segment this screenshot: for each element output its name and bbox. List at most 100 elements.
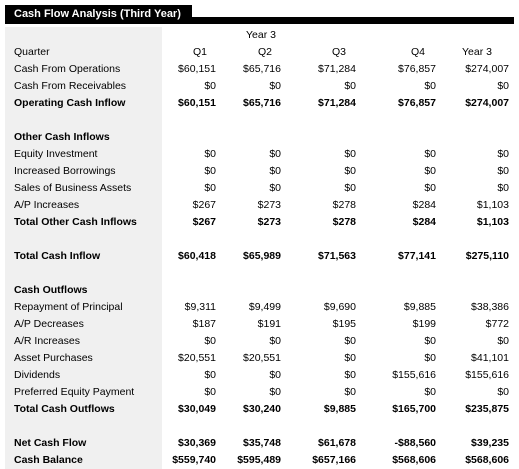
table-row: Total Cash Outflows $30,049 $30,240 $9,885 $… — [5, 401, 514, 418]
row-value: $20,551 — [243, 352, 281, 364]
row-value: $274,007 — [465, 63, 509, 75]
row-value: $165,700 — [392, 403, 436, 415]
row-value: $267 — [192, 199, 216, 211]
row-value: $0 — [344, 165, 356, 177]
row-value: $568,606 — [465, 454, 509, 466]
row-value: $61,678 — [318, 437, 356, 449]
row-value: $0 — [204, 80, 216, 92]
row-value: $187 — [192, 318, 216, 330]
row-label: Asset Purchases — [14, 352, 93, 364]
row-value: $0 — [424, 80, 436, 92]
table-row: A/P Increases $267 $273 $278 $284 $1,103 — [5, 197, 514, 214]
row-value: $275,110 — [465, 250, 509, 262]
row-value: $284 — [412, 199, 436, 211]
row-value: $0 — [424, 148, 436, 160]
quarter-label: Quarter — [14, 46, 50, 58]
row-value: $9,499 — [248, 301, 281, 313]
row-value: $76,857 — [398, 63, 436, 75]
row-value: $0 — [424, 182, 436, 194]
table-row: Preferred Equity Payment $0 $0 $0 $0 $0 — [5, 384, 514, 401]
row-value: $9,885 — [403, 301, 436, 313]
row-value: $0 — [497, 335, 509, 347]
row-value: $1,103 — [476, 216, 509, 228]
row-value: $0 — [204, 335, 216, 347]
row-value: $0 — [204, 148, 216, 160]
row-value: $155,616 — [392, 369, 436, 381]
row-value: $568,606 — [392, 454, 436, 466]
row-label: Repayment of Principal — [14, 301, 123, 313]
row-value: $30,369 — [178, 437, 216, 449]
row-value: $191 — [257, 318, 281, 330]
row-value: $0 — [344, 148, 356, 160]
row-label: Cash Outflows — [14, 284, 88, 296]
row-label: Cash From Operations — [14, 63, 121, 75]
spacer-row — [5, 265, 514, 282]
row-value: $1,103 — [476, 199, 509, 211]
row-value: $0 — [269, 80, 281, 92]
row-value: $0 — [344, 369, 356, 381]
row-value: $0 — [497, 165, 509, 177]
row-value: $9,690 — [323, 301, 356, 313]
row-value: -$88,560 — [394, 437, 436, 449]
row-value: $71,284 — [318, 63, 356, 75]
row-value: $30,240 — [243, 403, 281, 415]
row-label: Dividends — [14, 369, 61, 381]
row-value: $274,007 — [465, 97, 509, 109]
row-value: $0 — [204, 386, 216, 398]
table-row: Cash From Operations $60,151 $65,716 $71,28… — [5, 61, 514, 78]
row-value: $0 — [497, 386, 509, 398]
table-row: A/R Increases $0 $0 $0 $0 $0 — [5, 333, 514, 350]
row-value: $559,740 — [172, 454, 216, 466]
row-value: $195 — [332, 318, 356, 330]
row-value: $0 — [344, 335, 356, 347]
row-label: Cash Balance — [14, 454, 83, 466]
row-value: $0 — [424, 352, 436, 364]
row-value: $35,748 — [243, 437, 281, 449]
row-label: Net Cash Flow — [14, 437, 87, 449]
row-value: $0 — [269, 182, 281, 194]
row-value: $273 — [257, 199, 281, 211]
col-header-q2: Q2 — [257, 46, 272, 58]
row-label: A/P Increases — [14, 199, 80, 211]
row-value: $0 — [204, 182, 216, 194]
row-value: $657,166 — [312, 454, 356, 466]
table-row: Increased Borrowings $0 $0 $0 $0 $0 — [5, 163, 514, 180]
row-value: $0 — [204, 369, 216, 381]
table-row: Dividends $0 $0 $0 $155,616 $155,616 — [5, 367, 514, 384]
sheet-title: Cash Flow Analysis (Third Year) — [5, 5, 192, 23]
row-value: $0 — [344, 386, 356, 398]
row-value: $0 — [424, 335, 436, 347]
row-value: $155,616 — [465, 369, 509, 381]
row-value: $0 — [424, 165, 436, 177]
table-row: Operating Cash Inflow $60,151 $65,716 $71,2… — [5, 95, 514, 112]
row-value: $0 — [269, 165, 281, 177]
table-row: Cash Balance $559,740 $595,489 $657,166 $568… — [5, 452, 514, 469]
row-value: $0 — [497, 148, 509, 160]
row-value: $267 — [192, 216, 216, 228]
row-value: $0 — [269, 386, 281, 398]
table-row: Cash Outflows — [5, 282, 514, 299]
col-header-q4: Q4 — [410, 46, 425, 58]
row-label: Equity Investment — [14, 148, 98, 160]
row-label: Preferred Equity Payment — [14, 386, 135, 398]
row-label: Cash From Receivables — [14, 80, 127, 92]
table-row: Equity Investment $0 $0 $0 $0 $0 — [5, 146, 514, 163]
row-value: $0 — [497, 182, 509, 194]
row-value: $65,716 — [243, 63, 281, 75]
header-rule — [5, 17, 514, 24]
row-value: $65,989 — [243, 250, 281, 262]
row-value: $0 — [269, 148, 281, 160]
label-column-background — [5, 27, 162, 469]
cash-flow-table: Year 3 Quarter Q1 Q2 Q3 Q4 Year 3 Cash F… — [5, 27, 514, 469]
table-row: Other Cash Inflows — [5, 129, 514, 146]
year-header: Year 3 — [246, 29, 276, 41]
row-value: $0 — [204, 165, 216, 177]
spacer-row — [5, 418, 514, 435]
table-row: Sales of Business Assets $0 $0 $0 $0 $0 — [5, 180, 514, 197]
col-header-year: Year 3 — [462, 46, 492, 58]
row-value: $60,151 — [178, 97, 216, 109]
row-value: $0 — [344, 352, 356, 364]
row-value: $60,151 — [178, 63, 216, 75]
row-value: $71,284 — [318, 97, 356, 109]
row-value: $772 — [485, 318, 509, 330]
